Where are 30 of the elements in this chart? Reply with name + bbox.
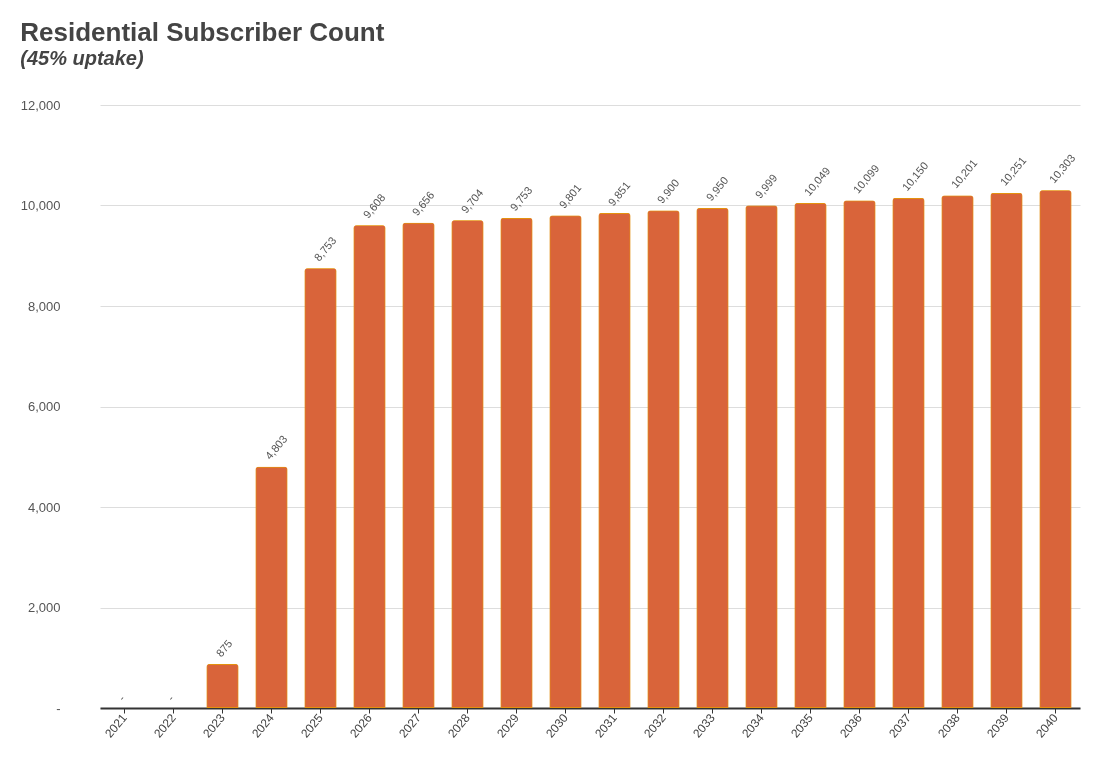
data-label: - [115,692,128,704]
bar [549,215,582,708]
y-tick-label: - [56,700,61,716]
y-tick-label: 8,000 [27,298,61,314]
bar [304,268,337,708]
bar [402,222,435,708]
data-label: - [164,692,177,704]
y-tick-label: 6,000 [27,399,61,414]
bar [892,197,925,708]
chart-subtitle: (45% uptake) [20,47,144,69]
bar [794,203,827,708]
bar [255,466,288,708]
bar [206,664,239,708]
y-tick-label: 10,000 [20,198,61,213]
bar [647,210,680,708]
bar [745,205,778,708]
bar [843,200,876,708]
data-label: 875 [213,637,235,660]
bar [990,192,1023,708]
bar [696,208,729,708]
bar [1039,190,1072,708]
bar [500,217,533,708]
chart-title: Residential Subscriber Count [20,17,385,47]
bar [353,225,386,708]
y-tick-label: 12,000 [20,97,61,113]
bar [941,195,974,708]
y-tick-label: 2,000 [27,600,61,615]
y-tick-label: 4,000 [27,499,61,515]
bar [451,220,484,708]
bar [598,212,631,708]
